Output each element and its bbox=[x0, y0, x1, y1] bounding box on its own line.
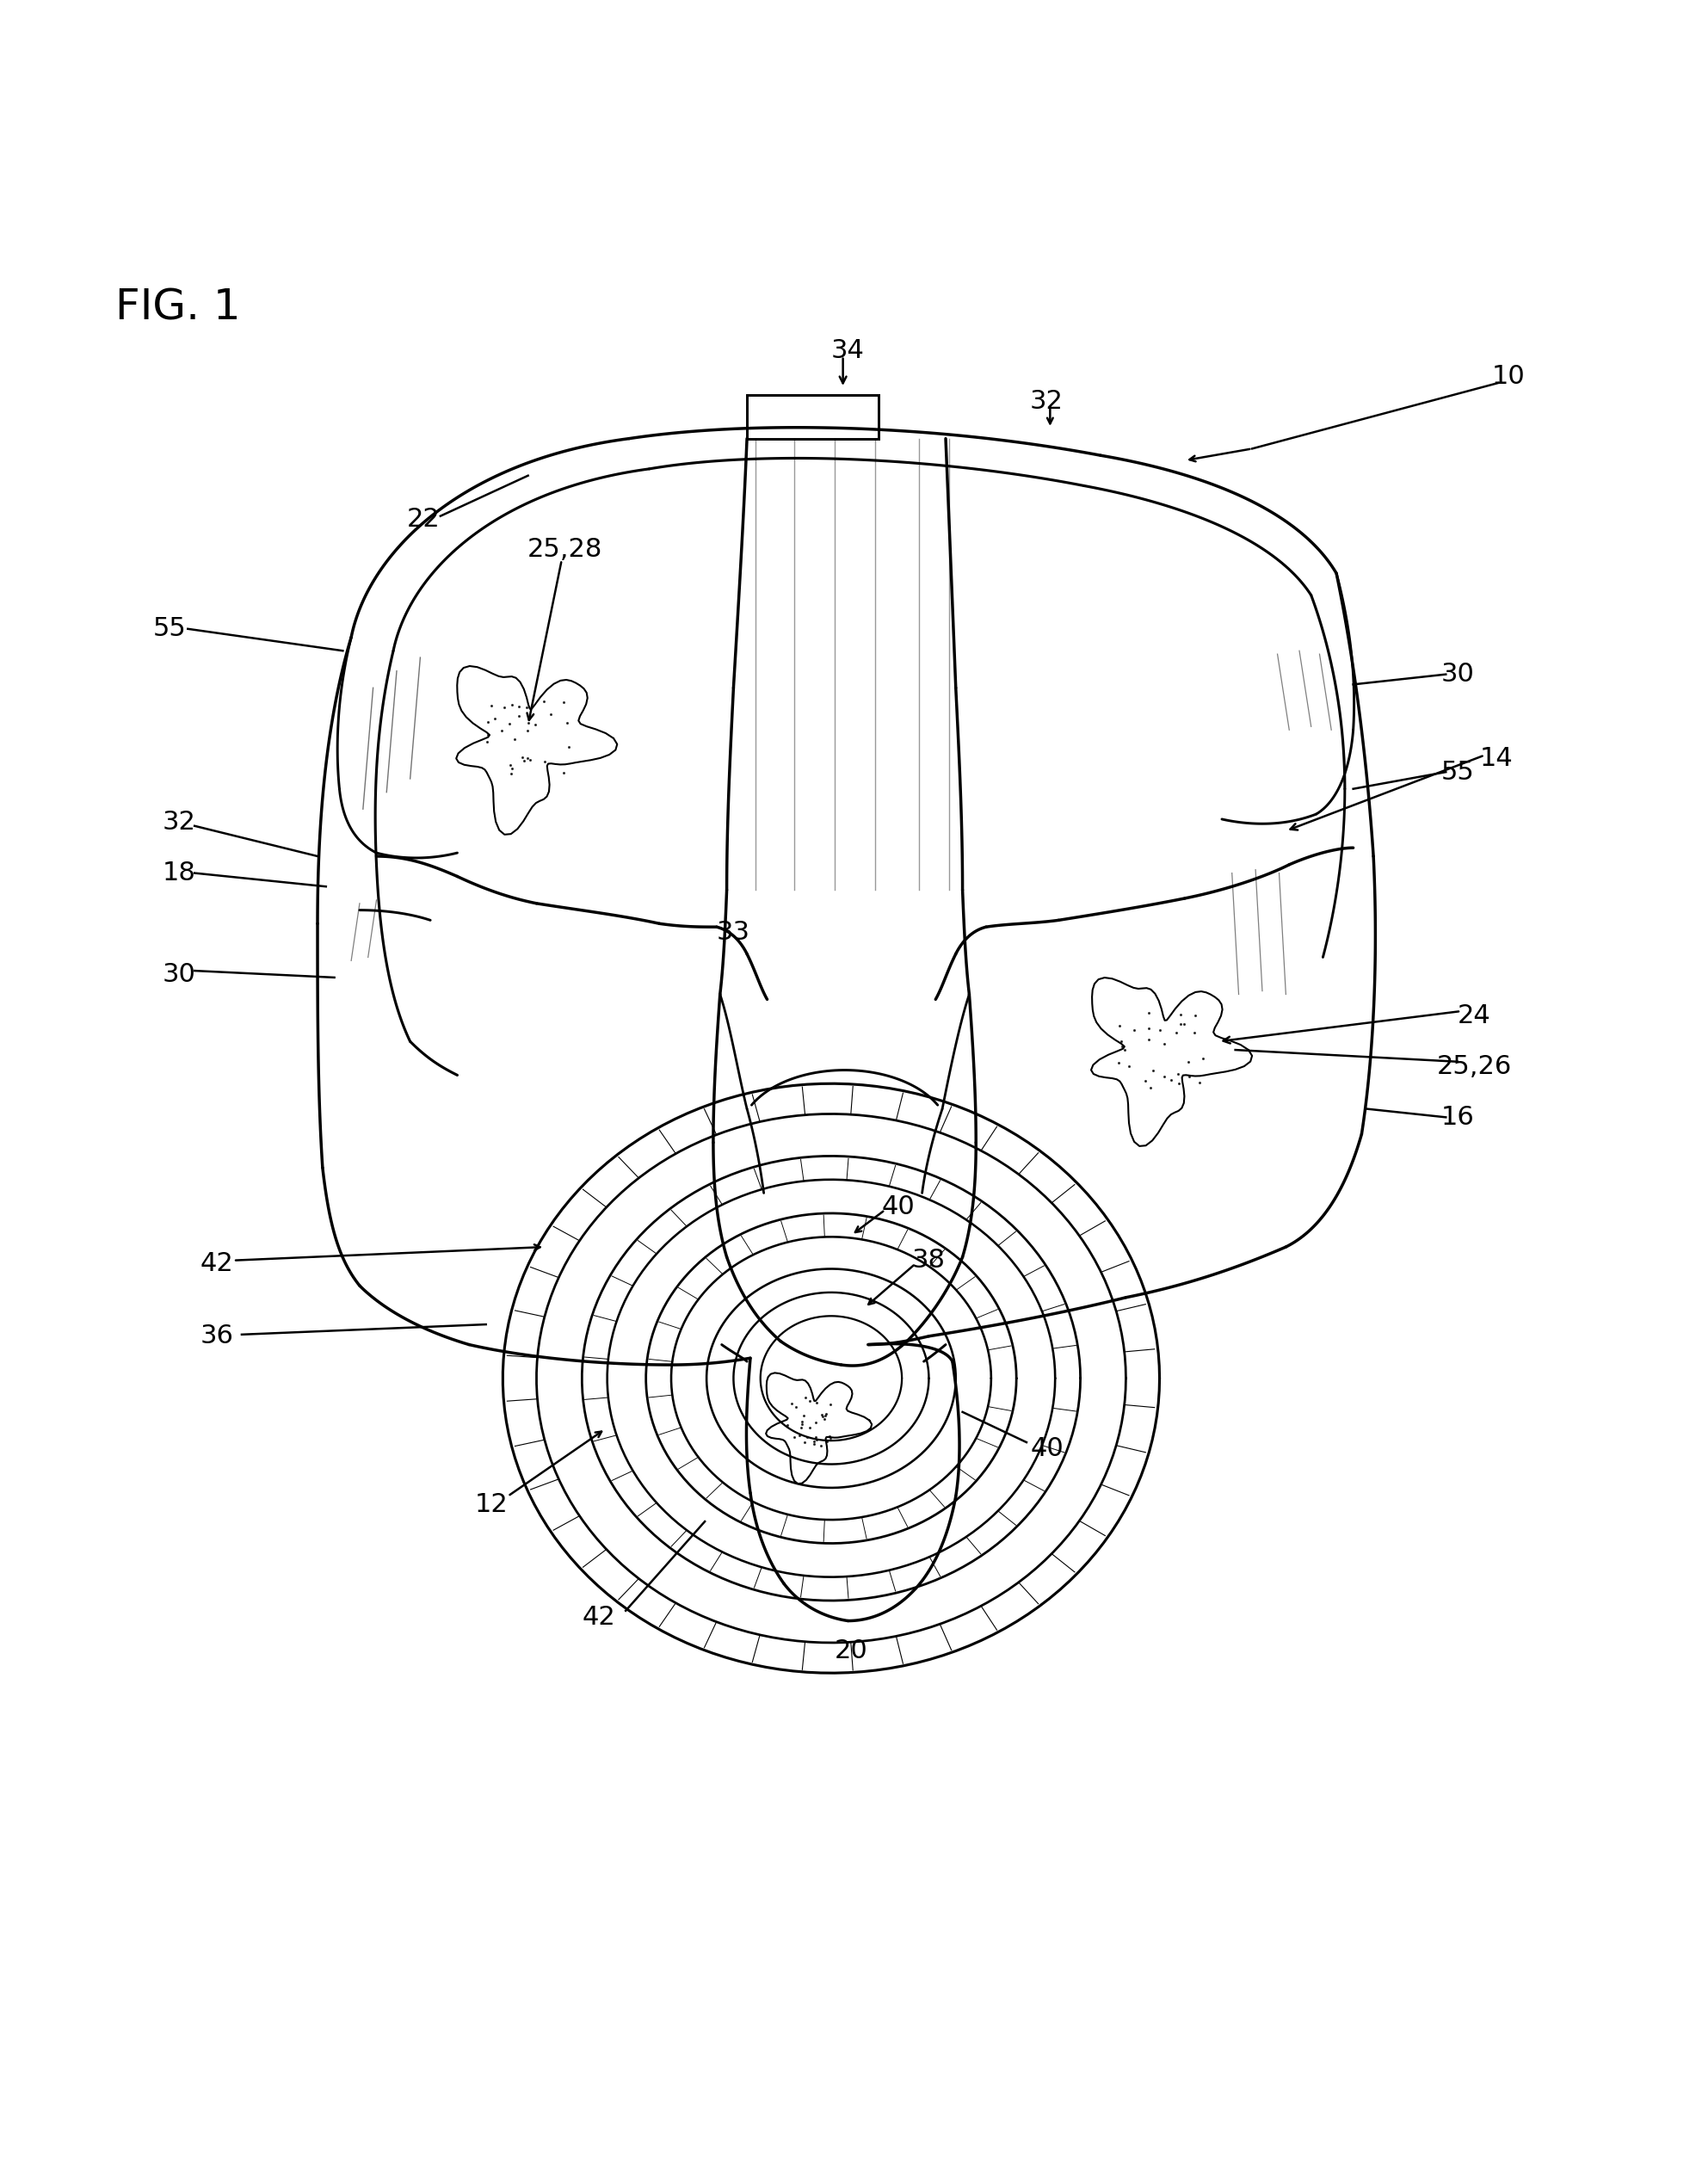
Text: 32: 32 bbox=[1029, 389, 1063, 415]
Text: 22: 22 bbox=[407, 507, 441, 533]
Text: 25,28: 25,28 bbox=[527, 537, 602, 561]
Text: 42: 42 bbox=[200, 1251, 232, 1275]
Text: 34: 34 bbox=[831, 339, 865, 363]
Text: 14: 14 bbox=[1479, 747, 1513, 771]
Text: 24: 24 bbox=[1459, 1005, 1491, 1029]
Text: 33: 33 bbox=[717, 919, 750, 943]
Text: 36: 36 bbox=[200, 1324, 234, 1350]
Text: 38: 38 bbox=[912, 1247, 946, 1273]
Text: FIG. 1: FIG. 1 bbox=[115, 286, 241, 328]
Text: 10: 10 bbox=[1491, 365, 1525, 389]
Bar bbox=[746, 395, 879, 439]
Text: 30: 30 bbox=[163, 961, 197, 987]
Text: 12: 12 bbox=[475, 1492, 507, 1518]
Text: 42: 42 bbox=[582, 1605, 616, 1629]
Text: 20: 20 bbox=[834, 1638, 868, 1664]
Text: 40: 40 bbox=[882, 1195, 916, 1219]
Text: 25,26: 25,26 bbox=[1437, 1055, 1513, 1079]
Text: 18: 18 bbox=[163, 860, 197, 885]
Text: 40: 40 bbox=[1029, 1437, 1063, 1461]
Text: 55: 55 bbox=[153, 616, 187, 642]
Text: 16: 16 bbox=[1442, 1105, 1474, 1129]
Text: 32: 32 bbox=[163, 810, 197, 834]
Text: 30: 30 bbox=[1442, 662, 1474, 686]
Text: 55: 55 bbox=[1442, 760, 1474, 784]
